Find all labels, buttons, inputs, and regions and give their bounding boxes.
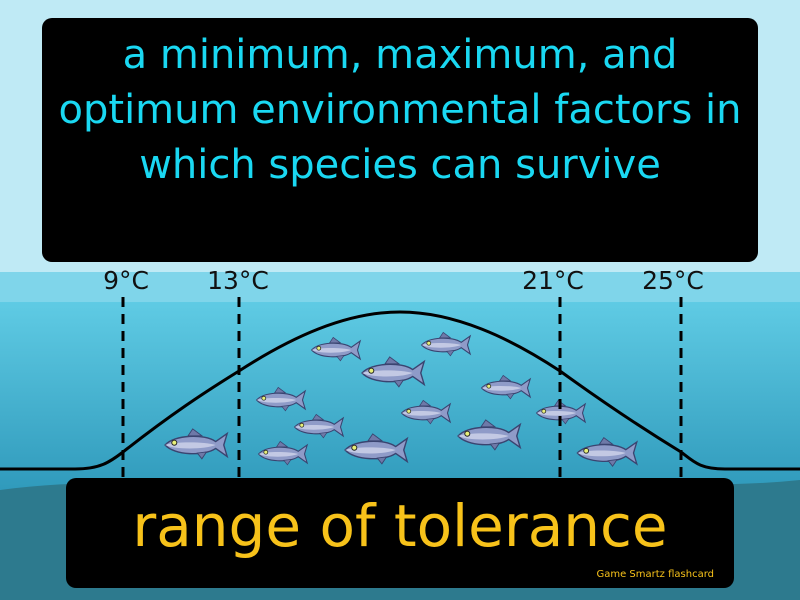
definition-card: a minimum, maximum, and optimum environm… [42,18,758,262]
term-text: range of tolerance [132,492,668,560]
credit-text: Game Smartz flashcard [596,569,714,580]
water-surface [0,272,800,304]
temp-label-21: 21°C [522,266,584,295]
temp-label-9: 9°C [103,266,149,295]
definition-text: a minimum, maximum, and optimum environm… [58,32,742,188]
temp-label-13: 13°C [207,266,269,295]
term-card: range of tolerance Game Smartz flashcard [66,478,734,588]
temperature-markers [121,297,683,478]
water [0,302,800,502]
temp-label-25: 25°C [642,266,704,295]
tolerance-curve [0,310,800,471]
